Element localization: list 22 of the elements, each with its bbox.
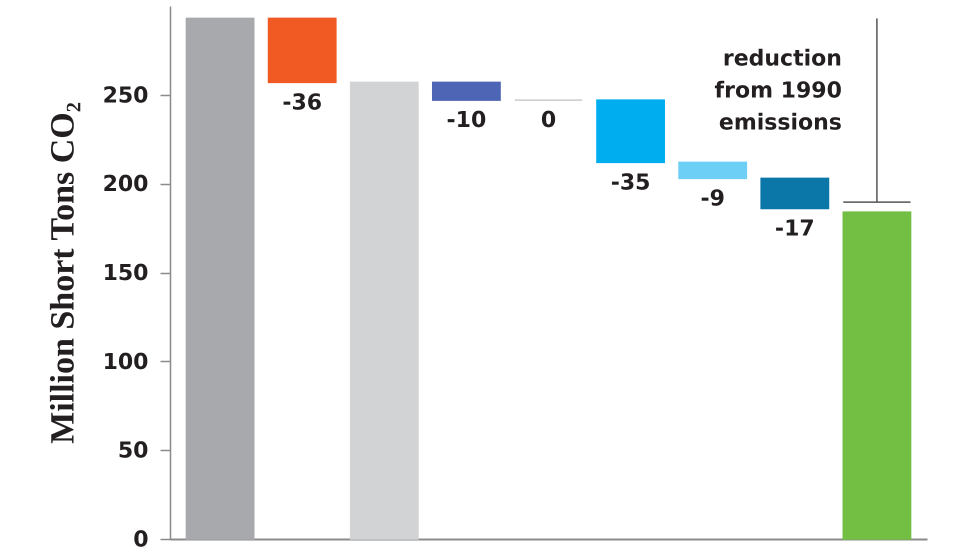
y-tick-label: 0 [133, 528, 148, 552]
y-tick-label: 100 [102, 350, 148, 375]
y-axis-title: Million Short Tons CO₂ [44, 102, 82, 444]
bar [186, 18, 254, 540]
bar [842, 211, 912, 540]
bar [678, 162, 748, 180]
y-tick-label: 250 [102, 83, 148, 108]
y-tick-label: 150 [102, 261, 148, 286]
data-label: -17 [774, 216, 815, 242]
bar [596, 99, 666, 164]
bar [432, 82, 501, 101]
data-label: -36 [282, 90, 322, 116]
data-label: 0 [540, 108, 556, 134]
bar [350, 82, 419, 540]
bar [268, 18, 337, 84]
data-label: -10 [446, 108, 486, 134]
annotation: reduction from 1990 emissions [714, 46, 842, 136]
data-label: -9 [700, 186, 725, 212]
y-tick-label: 50 [118, 438, 148, 464]
bar [760, 178, 830, 210]
y-tick-label: 200 [102, 172, 148, 198]
data-label: -35 [610, 170, 650, 196]
